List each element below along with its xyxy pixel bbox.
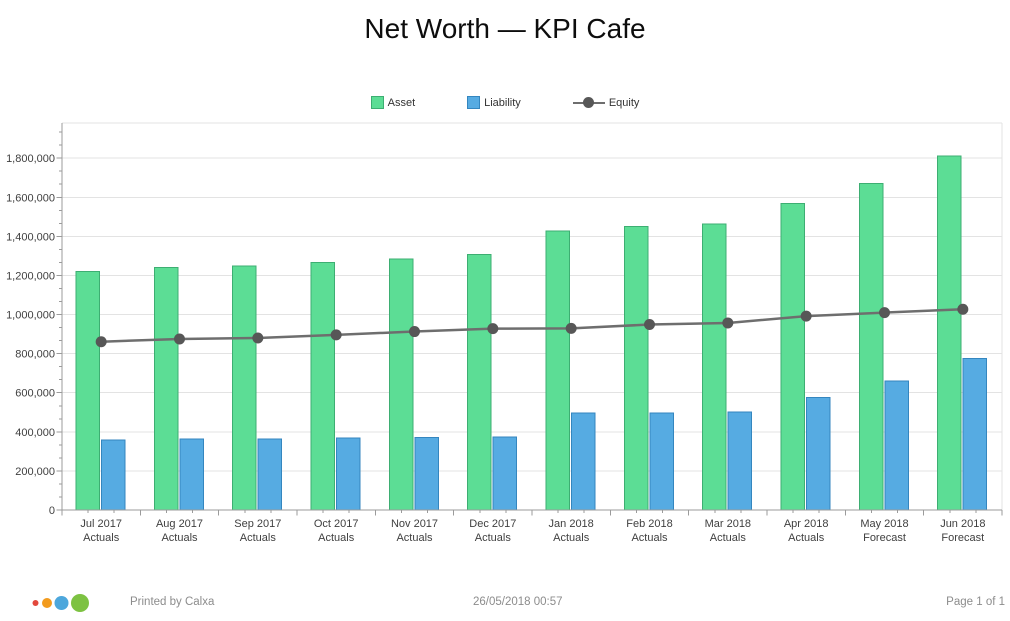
asset-bar-aug-2017 xyxy=(153,266,179,511)
equity-point-jan-2018 xyxy=(565,322,577,334)
equity-point-jul-2017 xyxy=(95,336,107,348)
equity-point-nov-2017 xyxy=(409,326,420,338)
asset-bar-mar-2018 xyxy=(702,223,727,511)
logo-dot-blue xyxy=(54,596,69,610)
equity-point-mar-2018 xyxy=(722,317,734,329)
liability-bar-nov-2017 xyxy=(414,436,439,511)
equity-point-aug-2017 xyxy=(174,333,185,345)
liability-bar-jun-2018 xyxy=(962,357,988,511)
equity-line-marker-icon xyxy=(572,96,605,109)
y-axis-label: 1,200,000 xyxy=(6,270,55,282)
equity-marker-dot xyxy=(582,97,594,108)
y-axis-label: 1,600,000 xyxy=(6,192,55,204)
asset-swatch-icon xyxy=(370,96,384,109)
y-axis-label: 1,800,000 xyxy=(6,153,55,165)
liability-bar-oct-2017 xyxy=(336,437,361,511)
chart-legend: Asset Liability Equity xyxy=(0,96,1010,109)
y-axis-label: 800,000 xyxy=(15,349,55,361)
asset-bar-jul-2017 xyxy=(75,271,100,511)
legend-item-asset: Asset xyxy=(370,96,416,109)
logo-dot-green xyxy=(71,594,89,612)
liability-bar-may-2018 xyxy=(884,380,909,511)
liability-bar-mar-2018 xyxy=(727,411,753,511)
x-axis-label: Aug 2017 Actuals xyxy=(156,518,203,544)
asset-bar-nov-2017 xyxy=(388,258,414,511)
x-axis-label: May 2018 Forecast xyxy=(860,518,908,544)
x-axis-label: Jun 2018 Forecast xyxy=(940,518,985,544)
asset-bar-sep-2017 xyxy=(232,265,257,511)
y-axis-label: 1,000,000 xyxy=(6,310,55,322)
liability-bar-feb-2018 xyxy=(649,412,674,511)
asset-bar-apr-2018 xyxy=(780,203,805,511)
y-axis-label: 200,000 xyxy=(15,466,55,478)
equity-point-feb-2018 xyxy=(644,319,655,331)
asset-bar-dec-2017 xyxy=(467,254,492,511)
asset-bar-oct-2017 xyxy=(310,262,335,511)
logo-dot-orange xyxy=(42,598,52,608)
liability-bar-jan-2018 xyxy=(571,412,596,511)
liability-bar-dec-2017 xyxy=(492,436,518,511)
x-axis-label: Oct 2017 Actuals xyxy=(314,518,359,544)
asset-bar-feb-2018 xyxy=(623,226,649,511)
chart-title: Net Worth — KPI Cafe xyxy=(364,13,646,44)
x-axis-label: Apr 2018 Actuals xyxy=(784,518,829,544)
legend-label-equity: Equity xyxy=(608,96,640,109)
asset-bar-jun-2018 xyxy=(937,155,962,511)
y-axis-label: 1,400,000 xyxy=(6,231,55,243)
x-axis-label: Sep 2017 Actuals xyxy=(234,518,281,544)
asset-bar-may-2018 xyxy=(858,182,884,511)
logo-dot-red xyxy=(32,600,39,606)
equity-point-jun-2018 xyxy=(957,303,969,315)
liability-bar-aug-2017 xyxy=(179,438,204,511)
asset-bar-jan-2018 xyxy=(545,230,570,511)
equity-point-sep-2017 xyxy=(252,332,264,344)
equity-point-may-2018 xyxy=(879,307,890,319)
liability-bar-jul-2017 xyxy=(101,439,126,511)
legend-label-asset: Asset xyxy=(387,96,416,109)
equity-line xyxy=(101,308,963,343)
y-axis-label: 400,000 xyxy=(15,427,55,439)
equity-point-oct-2017 xyxy=(330,329,342,341)
x-axis-label: Feb 2018 Actuals xyxy=(626,518,672,544)
x-axis-label: Dec 2017 Actuals xyxy=(469,518,516,544)
x-axis-label: Mar 2018 Actuals xyxy=(705,518,751,544)
legend-item-liability: Liability xyxy=(467,96,521,109)
liability-swatch-icon xyxy=(467,96,481,109)
legend-label-liability: Liability xyxy=(484,96,521,109)
x-axis-label: Jan 2018 Actuals xyxy=(549,518,594,544)
liability-bar-apr-2018 xyxy=(806,396,831,511)
x-axis-label: Nov 2017 Actuals xyxy=(391,518,438,544)
y-axis-label: 600,000 xyxy=(15,388,55,400)
page-number: Page 1 of 1 xyxy=(946,596,1005,608)
print-datetime: 26/05/2018 00:57 xyxy=(473,596,563,608)
y-axis-label: 0 xyxy=(49,505,55,517)
networth-chart: 0 200,000 400,000 600,000 800,000 1,000,000 1,… xyxy=(6,122,1003,544)
legend-item-equity: Equity xyxy=(572,96,640,109)
report-footer: Printed by Calxa 26/05/2018 00:57 Page 1… xyxy=(0,590,1010,621)
equity-point-apr-2018 xyxy=(800,310,812,322)
printed-by-label: Printed by Calxa xyxy=(130,596,215,608)
x-axis-label: Jul 2017 Actuals xyxy=(80,518,122,544)
equity-point-dec-2017 xyxy=(487,323,499,335)
calxa-logo-icon xyxy=(32,594,89,612)
liability-bar-sep-2017 xyxy=(257,438,283,511)
